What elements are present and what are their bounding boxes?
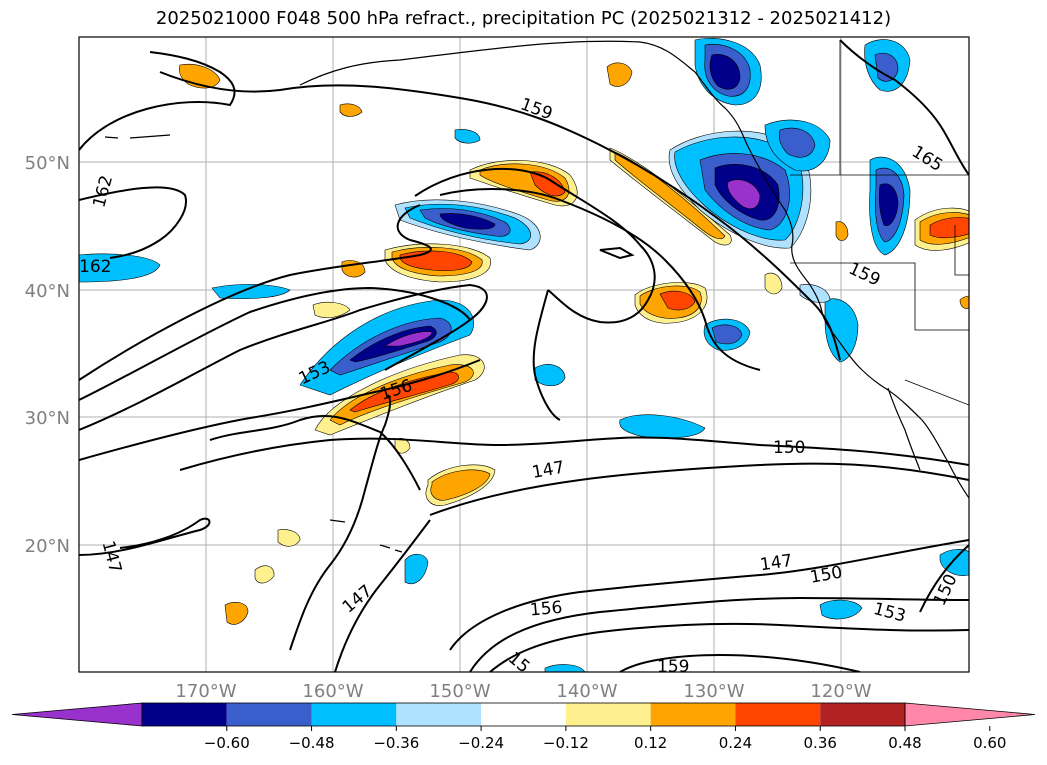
contour-label: 153 [871, 599, 908, 627]
contour-label: 162 [89, 173, 117, 210]
colorbar-swatch [481, 703, 566, 726]
coastline [104, 40, 969, 553]
colorbar-tick-label: −0.48 [289, 734, 335, 752]
contour-label: 150 [930, 571, 962, 609]
contour-label: 165 [908, 142, 946, 176]
political-borders [790, 40, 969, 406]
lon-label: 130°W [683, 681, 744, 702]
contour-label: 150 [773, 438, 805, 458]
colorbar-swatch [142, 703, 227, 726]
colorbar-tick-label: −0.24 [458, 734, 504, 752]
contour-label: 147 [759, 551, 794, 575]
contour-label: 156 [529, 598, 563, 621]
lon-label: 160°W [302, 681, 363, 702]
contour-label: 147 [97, 539, 125, 576]
colorbar-swatch [820, 703, 905, 726]
colorbar-tick-label: −0.36 [373, 734, 419, 752]
colorbar-swatch [735, 703, 821, 726]
colorbar: −0.60 −0.48 −0.36 −0.24 −0.12 0.12 0.24 0.36 0.4… [11, 702, 1036, 752]
lat-label: 50°N [25, 153, 70, 174]
longitude-axis: 170°W 160°W 150°W 140°W 130°W 120°W [175, 681, 871, 702]
precip-anomaly-fill [79, 37, 969, 672]
colorbar-tick-label: −0.12 [543, 734, 589, 752]
colorbar-tick-label: −0.60 [204, 734, 250, 752]
contour-label: 150 [809, 562, 844, 587]
contour-label: 159 [845, 259, 883, 291]
colorbar-swatch [226, 703, 312, 726]
latitude-axis: 50°N 40°N 30°N 20°N [25, 153, 70, 557]
colorbar-swatch [396, 703, 482, 726]
lat-label: 40°N [25, 281, 70, 302]
colorbar-swatch [565, 703, 651, 726]
colorbar-frame [141, 702, 906, 727]
contour-label: 147 [531, 458, 566, 483]
lon-label: 170°W [175, 681, 236, 702]
lon-label: 150°W [429, 681, 490, 702]
refractivity-contours [79, 39, 969, 672]
contour-label: 159 [518, 94, 555, 124]
contour-label: 147 [339, 581, 377, 617]
lat-label: 20°N [25, 536, 70, 557]
lon-label: 120°W [810, 681, 871, 702]
colorbar-tick-label: 0.12 [634, 734, 667, 752]
contour-label: 159 [657, 657, 689, 677]
colorbar-swatch [311, 703, 397, 726]
colorbar-tick-label: 0.36 [804, 734, 837, 752]
plot-frame [78, 36, 970, 673]
colorbar-tick-label: 0.60 [973, 734, 1006, 752]
map-title: 2025021000 F048 500 hPa refract., precip… [155, 8, 892, 29]
lat-label: 30°N [25, 408, 70, 429]
lon-label: 140°W [556, 681, 617, 702]
colorbar-swatch [650, 703, 736, 726]
colorbar-extend-high [904, 702, 1036, 727]
contour-label: 162 [79, 257, 111, 277]
contour-label: 15 [504, 648, 533, 677]
colorbar-extend-low [11, 702, 143, 727]
colorbar-tick-label: 0.48 [888, 734, 921, 752]
colorbar-tick-label: 0.24 [719, 734, 752, 752]
